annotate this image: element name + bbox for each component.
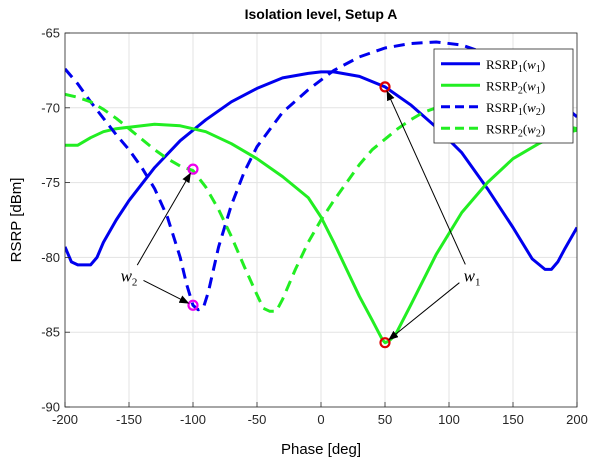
w2-marker-rsrp2 [187, 163, 199, 175]
w2-marker-rsrp1 [187, 299, 199, 311]
x-axis-label: Phase [deg] [281, 441, 361, 458]
y-tick-label: -65 [41, 26, 60, 41]
y-tick-label: -90 [41, 400, 60, 415]
x-tick-label: 200 [566, 412, 588, 427]
annotation-layer: w1 w2 [121, 90, 481, 341]
marker-layer [187, 81, 391, 349]
annotation-arrow-w1 [388, 282, 460, 341]
series-line-2 [65, 40, 577, 312]
legend-label-2: RSRP1(w2) [486, 100, 545, 118]
legend: RSRP1(w1) RSRP2(w1) RSRP1(w2) RSRP2(w2) [433, 48, 574, 144]
y-tick-label: -75 [41, 175, 60, 190]
w1-marker-rsrp1 [379, 81, 391, 93]
annotation-arrow-w2 [143, 279, 190, 304]
legend-label-1: RSRP2(w1) [486, 78, 545, 96]
chart-title: Isolation level, Setup A [245, 6, 398, 22]
x-tick-label: 50 [378, 412, 392, 427]
axis-ticks: -200 -150 -100 -50 0 50 100 150 200 -65 -70 -75 -80 -… [41, 26, 588, 428]
y-tick-label: -85 [41, 325, 60, 340]
y-axis-label: RSRP [dBm] [8, 178, 25, 263]
legend-label-0: RSRP1(w1) [486, 57, 545, 75]
series-line-0 [65, 70, 577, 271]
y-tick-label: -70 [41, 100, 60, 115]
x-tick-label: -150 [116, 412, 142, 427]
legend-label-3: RSRP2(w2) [486, 121, 545, 139]
x-tick-label: -50 [248, 412, 267, 427]
annotation-arrow-w1 [386, 90, 466, 265]
x-tick-label: -200 [52, 412, 78, 427]
y-tick-label: -80 [41, 250, 60, 265]
w1-marker-rsrp2 [379, 337, 391, 349]
annotation-label-w2: w2 [121, 266, 138, 288]
x-tick-label: 100 [438, 412, 460, 427]
x-tick-label: -100 [180, 412, 206, 427]
annotation-arrow-w2 [136, 172, 191, 266]
x-tick-label: 150 [502, 412, 524, 427]
annotation-label-w1: w1 [464, 266, 481, 288]
x-tick-label: 0 [317, 412, 324, 427]
